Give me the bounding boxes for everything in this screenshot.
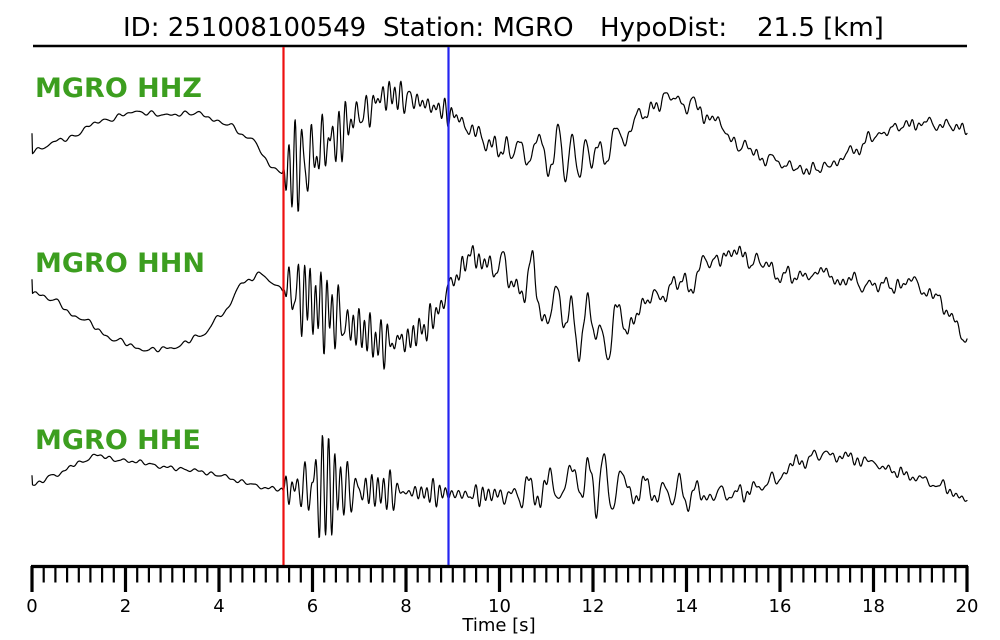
waveform-mgro-hhe — [31, 435, 968, 539]
axis-tick-label: 8 — [400, 596, 411, 617]
waveform-mgro-hhz — [31, 80, 968, 212]
axis-tick-label: 10 — [488, 596, 511, 617]
axis-tick-label: 2 — [120, 596, 131, 617]
axis-tick-label: 4 — [213, 596, 224, 617]
axis-tick-label: 20 — [956, 596, 979, 617]
time-axis: 0 2 4 6 8 10 12 14 16 18 20 — [26, 564, 979, 617]
event-id-text: ID: 251008100549 — [123, 13, 366, 43]
station-text: Station: MGRO — [383, 13, 574, 43]
axis-tick-label: 12 — [582, 596, 605, 617]
hypodist-value: 21.5 [km] — [757, 13, 884, 43]
axis-tick-label: 16 — [769, 596, 792, 617]
trace-label-hhn: MGRO HHN — [35, 248, 205, 279]
x-axis-title: Time [s] — [461, 615, 535, 636]
plot-title: ID: 251008100549 Station: MGRO HypoDist:… — [123, 13, 884, 43]
hypodist-label: HypoDist: — [600, 13, 727, 43]
axis-tick-label: 6 — [307, 596, 318, 617]
trace-label-hhz: MGRO HHZ — [35, 73, 202, 104]
trace-label-hhe: MGRO HHE — [35, 425, 201, 456]
axis-tick-label: 14 — [675, 596, 698, 617]
waveform-mgro-hhn — [31, 245, 968, 370]
axis-tick-label: 0 — [26, 596, 37, 617]
axis-tick-label: 18 — [862, 596, 885, 617]
waveform-traces — [31, 80, 968, 539]
